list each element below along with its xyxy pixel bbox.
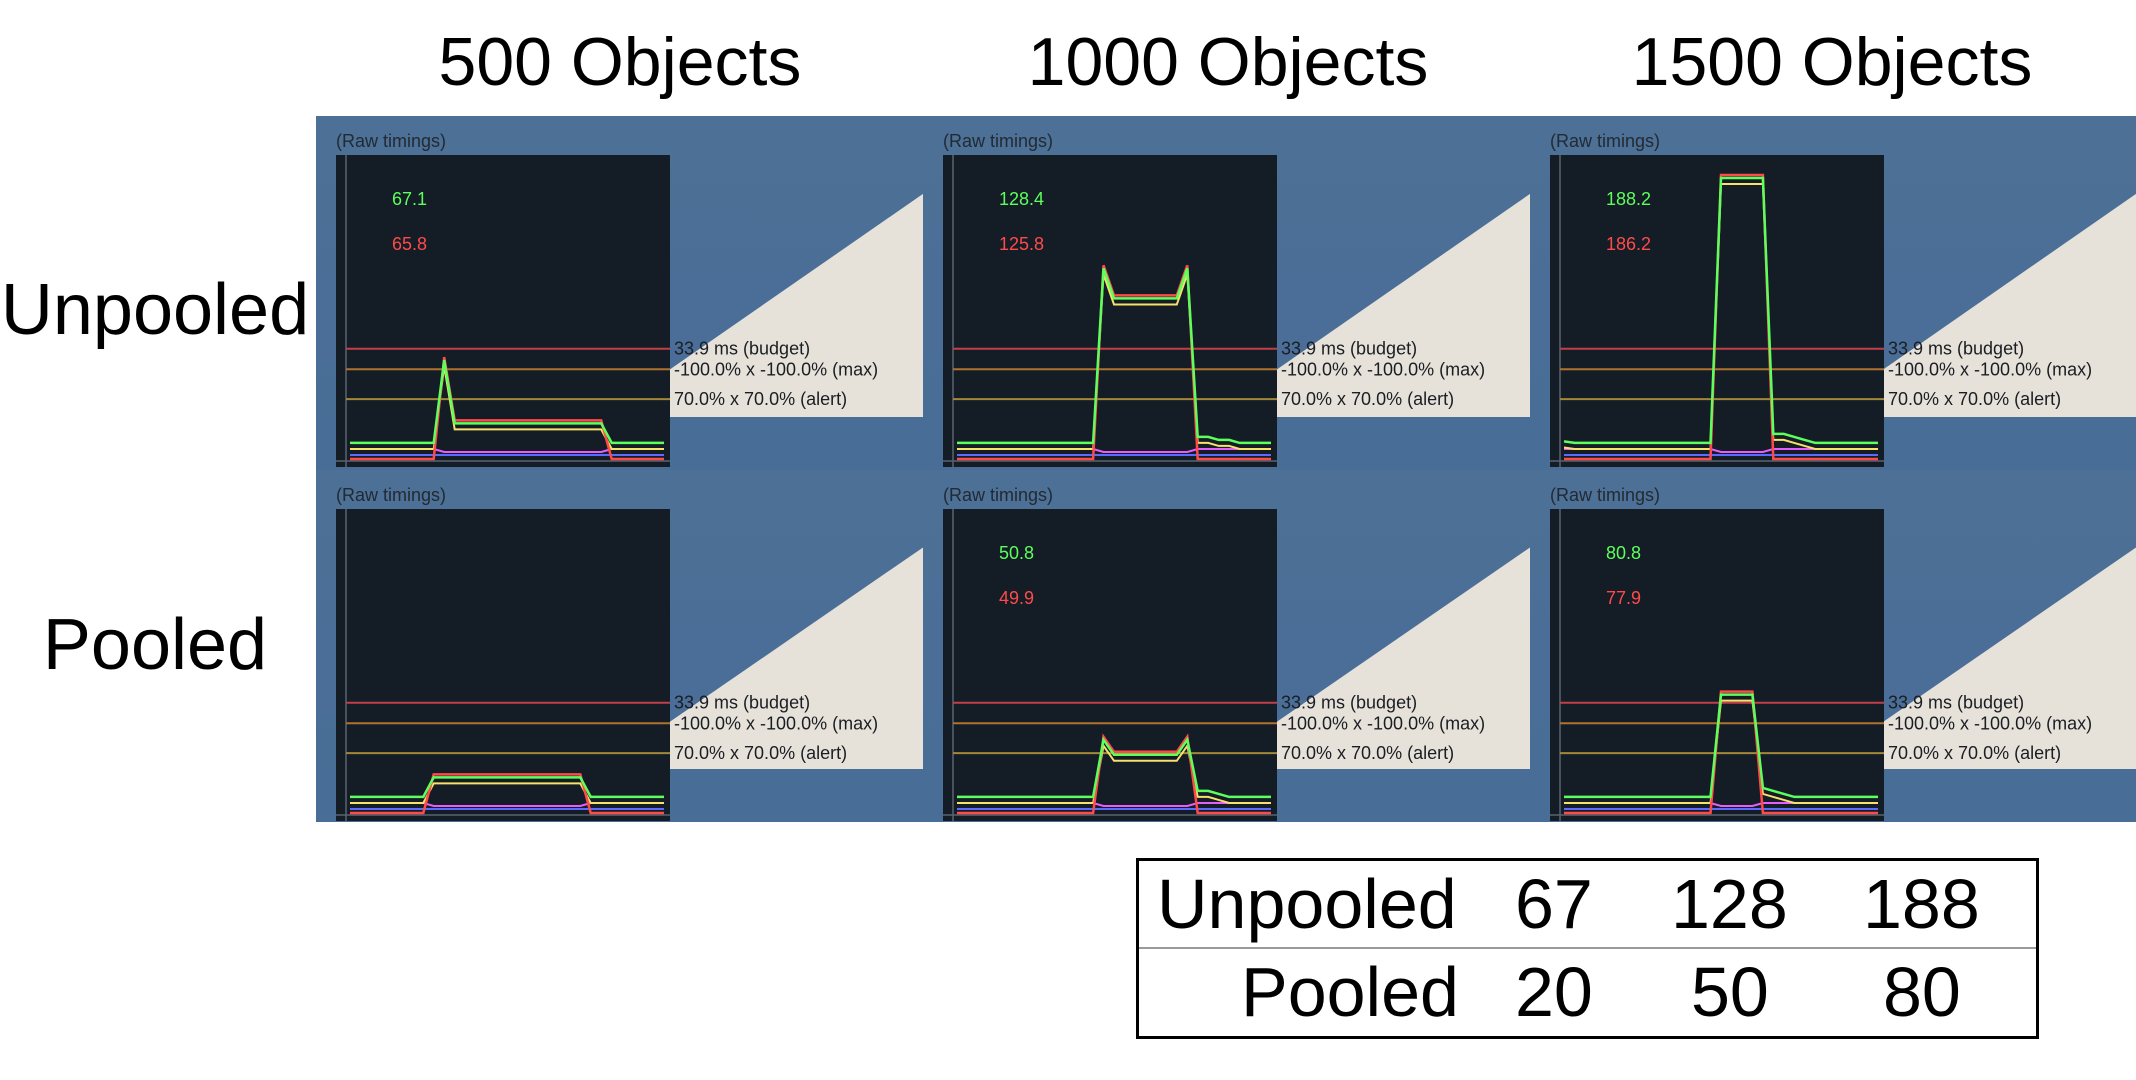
panel-unpooled-1000: (Raw timings) 33.9 ms (budget) -100.0% x -…: [923, 116, 1530, 470]
peak-label-render: 186.2: [1606, 234, 1651, 254]
table-cell: 188: [1863, 865, 1980, 943]
graph-background: [1550, 509, 1884, 821]
budget-label: 33.9 ms (budget): [1888, 339, 2024, 359]
table-cell: 67: [1515, 865, 1593, 943]
peak-label-render: 125.8: [999, 234, 1044, 254]
panel-pooled-1500: (Raw timings) 33.9 ms (budget) -100.0% x -…: [1530, 470, 2136, 822]
graph-title: (Raw timings): [943, 131, 1053, 151]
peak-label-render: 77.9: [1606, 588, 1641, 608]
series-line: [957, 743, 1271, 804]
row-header-pooled: Pooled: [42, 605, 268, 685]
series-line: [1564, 693, 1878, 799]
series-line: [1564, 173, 1878, 461]
peak-label-render: 49.9: [999, 588, 1034, 608]
series-line: [350, 782, 664, 804]
background-triangle: [601, 193, 923, 417]
budget-label: 33.9 ms (budget): [1281, 693, 1417, 713]
panel-unpooled-500: (Raw timings) 33.9 ms (budget) -100.0% x -…: [316, 116, 923, 470]
max-label: -100.0% x -100.0% (max): [1888, 713, 2092, 733]
max-label: -100.0% x -100.0% (max): [1888, 359, 2092, 379]
column-header-1500: 1500 Objects: [1631, 24, 2033, 100]
table-cell: 20: [1515, 953, 1593, 1031]
alert-label: 70.0% x 70.0% (alert): [1281, 743, 1454, 763]
row-label: Pooled: [1241, 953, 1459, 1031]
budget-label: 33.9 ms (budget): [674, 339, 810, 359]
row-label: Unpooled: [1157, 865, 1457, 943]
graph-title: (Raw timings): [336, 131, 446, 151]
alert-label: 70.0% x 70.0% (alert): [674, 743, 847, 763]
table-cell: 128: [1671, 865, 1788, 943]
background-triangle: [1208, 193, 1530, 417]
graph-title: (Raw timings): [1550, 131, 1660, 151]
panel-pooled-500: (Raw timings) 33.9 ms (budget) -100.0% x -…: [316, 470, 923, 822]
alert-label: 70.0% x 70.0% (alert): [1888, 389, 2061, 409]
table-row: Unpooled 67 128 188: [1139, 861, 2036, 949]
alert-label: 70.0% x 70.0% (alert): [1888, 743, 2061, 763]
panel-unpooled-1500: (Raw timings) 33.9 ms (budget) -100.0% x -…: [1530, 116, 2136, 470]
summary-table: Unpooled 67 128 188 Pooled 20 50 80: [1136, 858, 2039, 1039]
graph-title: (Raw timings): [336, 485, 446, 505]
peak-label-game: 128.4: [999, 189, 1044, 209]
max-label: -100.0% x -100.0% (max): [674, 713, 878, 733]
timing-graph: (Raw timings) 33.9 ms (budget)-100.0% x -…: [1550, 131, 2136, 467]
timing-graph: (Raw timings) 33.9 ms (budget)-100.0% x -…: [943, 485, 1530, 821]
alert-label: 70.0% x 70.0% (alert): [674, 389, 847, 409]
panel-pooled-1000: (Raw timings) 33.9 ms (budget) -100.0% x -…: [923, 470, 1530, 822]
max-label: -100.0% x -100.0% (max): [1281, 359, 1485, 379]
peak-label-game: 80.8: [1606, 543, 1641, 563]
timing-graph: (Raw timings) 33.9 ms (budget)-100.0% x -…: [336, 131, 923, 467]
timing-graph: (Raw timings) 33.9 ms (budget)-100.0% x -…: [336, 485, 923, 821]
series-line: [957, 736, 1271, 799]
series-line: [957, 267, 1271, 445]
column-header-500: 500 Objects: [438, 24, 802, 100]
series-line: [1564, 690, 1878, 815]
row-header-unpooled: Unpooled: [0, 270, 310, 350]
budget-label: 33.9 ms (budget): [674, 693, 810, 713]
series-line: [350, 776, 664, 799]
graph-background: [336, 155, 670, 467]
alert-label: 70.0% x 70.0% (alert): [1281, 389, 1454, 409]
budget-label: 33.9 ms (budget): [1281, 339, 1417, 359]
graph-title: (Raw timings): [943, 485, 1053, 505]
graph-title: (Raw timings): [1550, 485, 1660, 505]
peak-label-game: 50.8: [999, 543, 1034, 563]
series-line: [350, 773, 664, 815]
peak-label-game: 188.2: [1606, 189, 1651, 209]
timing-graph: (Raw timings) 33.9 ms (budget)-100.0% x -…: [943, 131, 1530, 467]
table-cell: 50: [1691, 953, 1769, 1031]
max-label: -100.0% x -100.0% (max): [1281, 713, 1485, 733]
graph-background: [336, 509, 670, 821]
graph-background: [943, 509, 1277, 821]
table-row: Pooled 20 50 80: [1139, 949, 2036, 1035]
peak-label-game: 67.1: [392, 189, 427, 209]
column-header-1000: 1000 Objects: [1027, 24, 1429, 100]
graph-background: [943, 155, 1277, 467]
series-line: [957, 273, 1271, 450]
series-line: [957, 733, 1271, 815]
table-cell: 80: [1883, 953, 1961, 1031]
peak-label-render: 65.8: [392, 234, 427, 254]
max-label: -100.0% x -100.0% (max): [674, 359, 878, 379]
budget-label: 33.9 ms (budget): [1888, 693, 2024, 713]
series-line: [1563, 176, 1878, 445]
series-line: [350, 359, 664, 445]
timing-graph: (Raw timings) 33.9 ms (budget)-100.0% x -…: [1550, 485, 2136, 821]
series-line: [350, 366, 664, 450]
series-line: [350, 356, 664, 461]
